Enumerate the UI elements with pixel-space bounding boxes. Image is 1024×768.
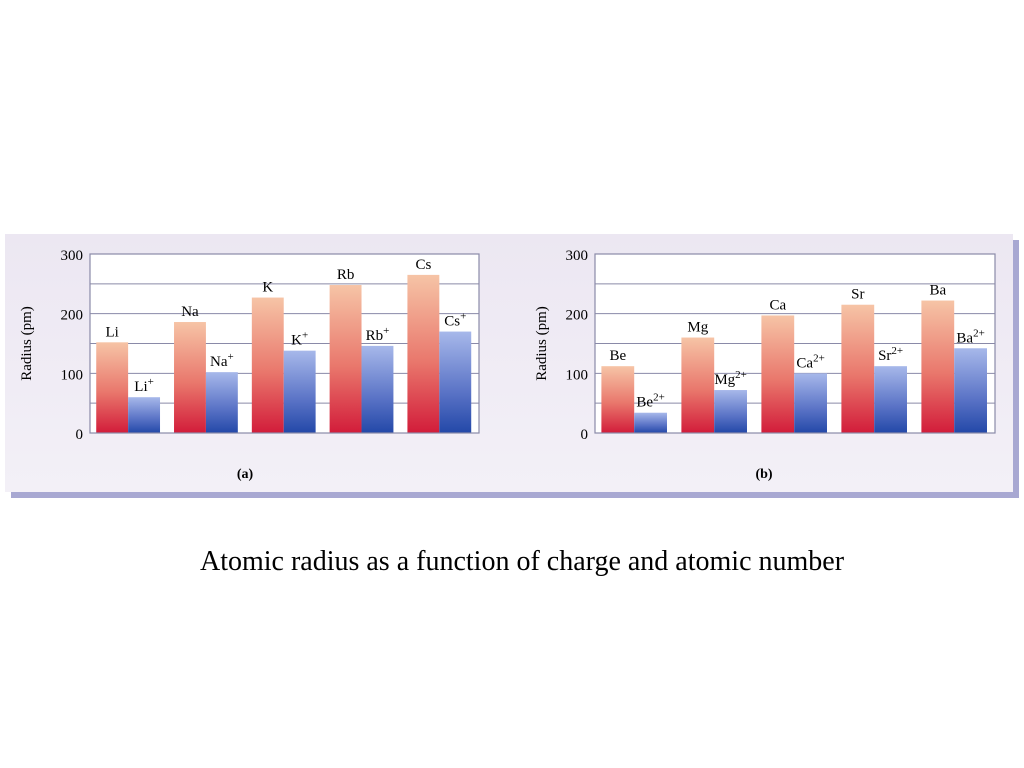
y-tick-label: 100 (566, 367, 589, 383)
bar-sr-ion (874, 366, 907, 433)
data-label-sr: Sr (851, 287, 864, 303)
data-label-mg: Mg (687, 320, 708, 336)
panel-label: (b) (755, 467, 772, 482)
bar-mg-ion (714, 390, 747, 433)
bar-k-ion (283, 350, 316, 433)
bar-na-ion (205, 372, 238, 433)
plot-frame (594, 253, 996, 434)
chart-a: 0 100 200 300 Li Li+ Na Na+ K K+ Rb Rb+ Cs Cs+ Radius … (19, 248, 480, 482)
y-axis-label: Radius (pm) (19, 306, 35, 381)
y-tick-label: 0 (76, 427, 84, 443)
bar-li-ion (128, 397, 161, 433)
y-tick-label: 100 (61, 367, 84, 383)
bar-ba-atom (921, 300, 955, 433)
plot-frame (89, 253, 480, 434)
data-label-sr-ion: Sr2+ (878, 345, 903, 364)
bar-k-atom (251, 297, 284, 433)
data-label-cs: Cs (415, 257, 431, 273)
y-tick-label: 300 (566, 248, 589, 264)
panel-label: (a) (237, 467, 254, 482)
y-axis-label: Radius (pm) (534, 306, 550, 381)
bar-li-atom (96, 342, 129, 433)
bar-be-atom (601, 366, 635, 433)
chart-b: 0 100 200 300 Be Be2+ Mg Mg2+ Ca Ca2+ Sr Sr2+ Ba Ba2+… (534, 248, 996, 482)
data-label-be-ion: Be2+ (636, 392, 664, 411)
bar-rb-atom (329, 285, 362, 433)
y-tick-label: 200 (61, 308, 84, 324)
figure-caption: Atomic radius as a function of charge an… (199, 546, 845, 577)
y-tick-label: 300 (61, 248, 84, 264)
y-tick-label: 200 (566, 308, 589, 324)
data-label-na: Na (181, 304, 199, 320)
data-label-na-ion: Na+ (210, 351, 234, 370)
data-label-ca-ion: Ca2+ (796, 352, 824, 371)
bar-rb-ion (361, 345, 394, 433)
bar-sr-atom (841, 304, 875, 433)
data-label-ba: Ba (929, 283, 946, 299)
bar-mg-atom (681, 337, 715, 433)
data-label-li-ion: Li+ (134, 376, 154, 395)
y-tick-label: 0 (581, 427, 589, 443)
bar-na-atom (174, 322, 206, 433)
bar-ca-atom (761, 315, 795, 433)
data-label-cs-ion: Cs+ (444, 311, 466, 330)
data-label-rb: Rb (337, 267, 355, 283)
figure-panel: 0 100 200 300 Li Li+ Na Na+ K K+ Rb Rb+ Cs Cs+ Radius … (5, 234, 1013, 492)
data-label-mg-ion: Mg2+ (714, 369, 747, 388)
bar-cs-atom (407, 274, 440, 433)
bar-be-ion (634, 412, 667, 433)
charts-svg: 0 100 200 300 Li Li+ Na Na+ K K+ Rb Rb+ Cs Cs+ Radius … (19, 248, 996, 482)
data-label-k: K (262, 280, 273, 296)
bar-cs-ion (439, 331, 472, 433)
bar-ca-ion (794, 373, 827, 433)
data-label-k-ion: K+ (291, 330, 308, 349)
bar-ba-ion (954, 348, 987, 433)
data-label-ba-ion: Ba2+ (956, 327, 984, 346)
data-label-li: Li (106, 324, 119, 340)
data-label-ca: Ca (769, 297, 786, 313)
data-label-rb-ion: Rb+ (366, 325, 390, 344)
data-label-be: Be (609, 348, 626, 364)
